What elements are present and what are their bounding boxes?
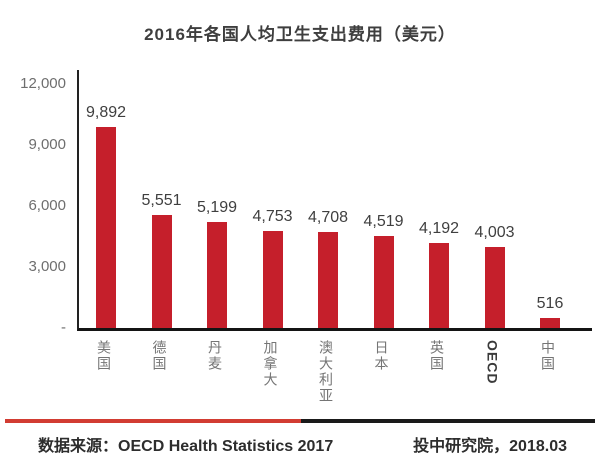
y-tick-label: - (61, 319, 66, 336)
footer-divider-line (5, 419, 595, 423)
bar-value-label: 4,519 (363, 213, 404, 231)
y-tick-label: 12,000 (20, 75, 66, 92)
bar-chart-plot-area: 9,892 5,551 5,199 4,753 4,708 4,519 4,192 4,003… (77, 70, 592, 331)
bar-1 (151, 215, 172, 328)
footer-divider-red-segment (5, 419, 301, 423)
bar-value-label: 9,892 (85, 103, 127, 121)
bar-5 (373, 236, 394, 328)
bar-value-label: 5,199 (196, 199, 238, 217)
x-category-label: 中国 (540, 340, 556, 372)
bar-value-label: 4,003 (474, 223, 515, 241)
publisher-text: 2018.03 (509, 438, 567, 455)
data-source-text: OECD Health Statistics 2017 (118, 438, 334, 455)
x-category-label: 德国 (151, 340, 168, 372)
bar-3 (262, 231, 283, 328)
publisher-prefix: 投中研究院， (413, 438, 510, 455)
publisher-label: 投中研究院，2018.03 (413, 432, 567, 456)
bar-value-label: 4,192 (418, 219, 460, 237)
footer-divider-black-segment (301, 419, 595, 423)
y-axis-tick-labels: 12,000 9,000 6,000 3,000 - (0, 70, 66, 336)
bar-0 (96, 126, 116, 328)
x-category-label: 日本 (373, 340, 390, 372)
bar-value-label: 4,753 (252, 208, 293, 226)
x-category-label: 美国 (96, 340, 112, 372)
bar-value-label: 516 (536, 294, 564, 312)
bar-6 (429, 242, 449, 328)
bar-2 (207, 222, 227, 328)
footer: 数据来源：OECD Health Statistics 2017 投中研究院，2… (0, 432, 600, 456)
bar-7 (484, 246, 505, 328)
bar-8 (540, 317, 560, 328)
bar-4 (318, 232, 338, 328)
data-source-prefix: 数据来源： (38, 438, 119, 455)
x-category-label: OECD (484, 340, 501, 385)
x-axis-category-labels: 美国 德国 丹麦 加拿大 澳大利亚 日本 英国 OECD 中国 (77, 340, 590, 412)
chart-title: 2016年各国人均卫生支出费用（美元） (144, 25, 456, 44)
bar-value-label: 5,551 (141, 192, 182, 210)
y-tick-label: 9,000 (28, 136, 66, 153)
bar-value-label: 4,708 (307, 209, 349, 227)
x-category-label: 英国 (429, 340, 445, 372)
y-tick-label: 3,000 (28, 258, 66, 275)
x-category-label: 加拿大 (262, 340, 279, 388)
x-category-label: 丹麦 (207, 340, 223, 372)
x-category-label: 澳大利亚 (318, 340, 334, 404)
data-source-label: 数据来源：OECD Health Statistics 2017 (38, 432, 333, 456)
y-tick-label: 6,000 (28, 197, 66, 214)
